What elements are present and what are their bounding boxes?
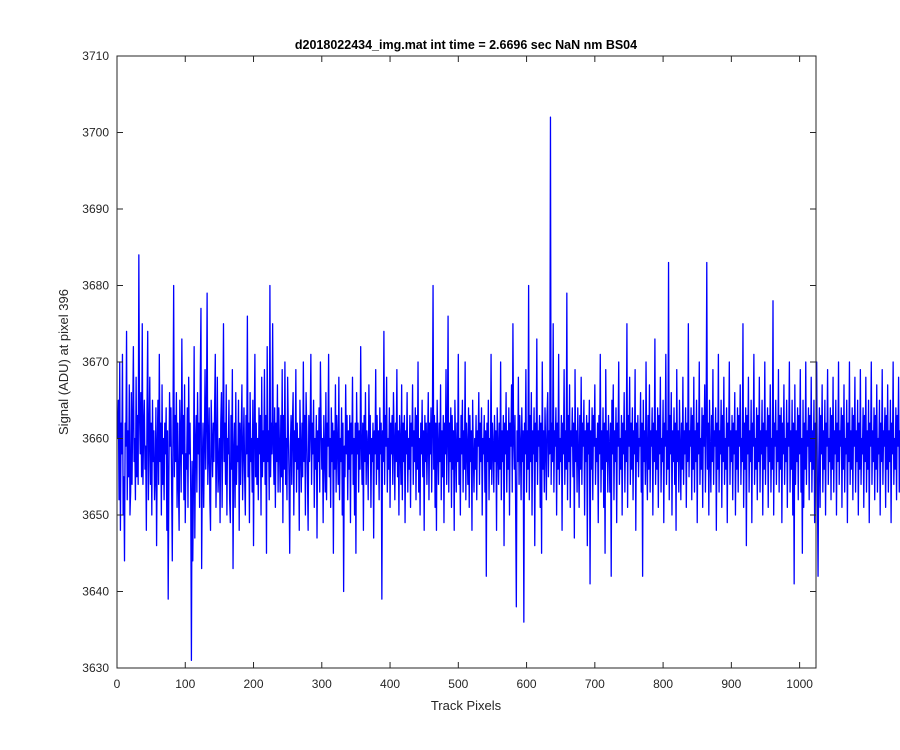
x-tick-label: 900: [721, 677, 741, 691]
y-axis-label: Signal (ADU) at pixel 396: [56, 289, 71, 435]
x-tick-label: 100: [175, 677, 195, 691]
y-tick-label: 3680: [82, 279, 109, 293]
y-tick-label: 3710: [82, 49, 109, 63]
chart-title: d2018022434_img.mat int time = 2.6696 se…: [295, 38, 637, 52]
x-tick-label: 400: [380, 677, 400, 691]
x-tick-label: 800: [653, 677, 673, 691]
x-tick-label: 300: [312, 677, 332, 691]
y-tick-label: 3650: [82, 508, 109, 522]
y-tick-label: 3630: [82, 661, 109, 675]
x-tick-label: 0: [114, 677, 121, 691]
y-tick-label: 3660: [82, 432, 109, 446]
tick-layer: 0 100 200 300 400 500 600 700 800 900 1000 3630 3640…: [82, 49, 816, 691]
axes-box: [116, 55, 817, 669]
x-tick-label: 1000: [786, 677, 813, 691]
y-tick-label: 3690: [82, 202, 109, 216]
x-axis-label: Track Pixels: [431, 698, 502, 713]
y-tick-label: 3640: [82, 585, 109, 599]
series-layer: [117, 116, 900, 661]
x-tick-label: 600: [517, 677, 537, 691]
x-tick-label: 700: [585, 677, 605, 691]
series-line-1: [117, 116, 900, 661]
y-tick-label: 3700: [82, 126, 109, 140]
axes-background: [117, 56, 816, 668]
x-tick-label: 500: [448, 677, 468, 691]
x-tick-label: 200: [244, 677, 264, 691]
y-tick-label: 3670: [82, 355, 109, 369]
